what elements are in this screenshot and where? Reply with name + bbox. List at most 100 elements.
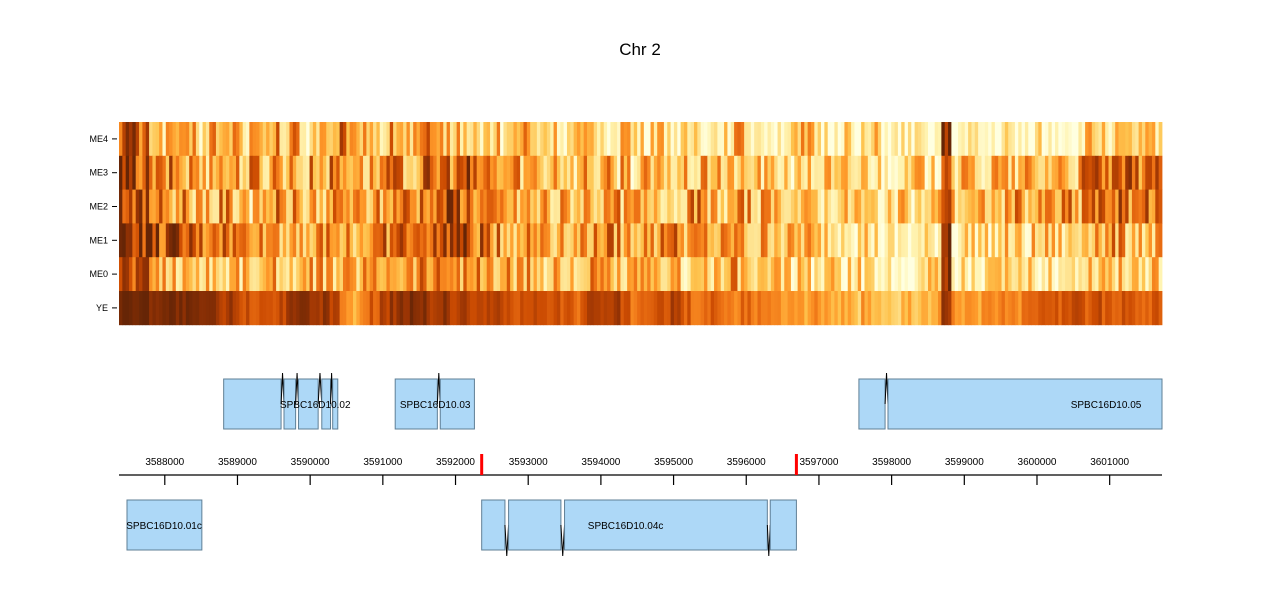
heatmap-cell [459,223,464,258]
heatmap-cell [560,122,565,157]
heatmap-cell [623,257,628,292]
heatmap-cell [533,189,538,224]
heatmap-cell [884,155,889,190]
heatmap-cell [433,122,437,157]
heatmap-cell [934,122,939,157]
heatmap-cell [302,189,307,224]
heatmap-cell [189,189,193,224]
heatmap-cell [363,223,367,258]
heatmap-cell [1131,223,1136,258]
heatmap-cell [523,257,528,292]
exon [126,499,203,551]
heatmap-cell [650,291,655,326]
heatmap-cell [884,223,889,258]
heatmap-cell [600,122,605,157]
heatmap-cell [309,257,314,292]
heatmap-cell [857,155,862,190]
heatmap-cell [610,155,615,190]
heatmap-cell [483,189,488,224]
heatmap-cell [861,122,865,157]
heatmap-cell [1068,291,1073,326]
heatmap-cell [222,291,227,326]
heatmap-cell [142,122,147,157]
heatmap-cell [620,223,625,258]
heatmap-cell [978,223,982,258]
heatmap-cell [894,122,899,157]
heatmap-cell [667,291,671,326]
heatmap-cell [480,189,484,224]
heatmap-cell [871,189,875,224]
heatmap-cell [687,122,692,157]
heatmap-cell [670,223,675,258]
heatmap-cell [797,291,802,326]
heatmap-cell [269,155,274,190]
heatmap-cell [376,223,381,258]
heatmap-cell [683,189,688,224]
heatmap-cell [687,223,692,258]
heatmap-cell [737,257,742,292]
heatmap-cell [787,122,792,157]
heatmap-cell [800,122,805,157]
heatmap-cell [1078,291,1083,326]
heatmap-cell [225,189,230,224]
heatmap-cell [416,122,421,157]
heatmap-cell [784,122,788,157]
heatmap-cell [316,189,320,224]
heatmap-cell [1131,189,1136,224]
heatmap-cell [587,291,591,326]
heatmap-cell [152,189,157,224]
heatmap-cell [1048,257,1053,292]
heatmap-cell [322,257,327,292]
axis-tick-label: 3601000 [1090,457,1129,468]
heatmap-cell [540,122,544,157]
heatmap-cell [887,122,892,157]
heatmap-cell [199,122,203,157]
heatmap-cell [924,257,929,292]
heatmap-cell [1155,223,1160,258]
heatmap-cell [520,291,524,326]
heatmap-cell [399,257,404,292]
heatmap-cell [653,291,658,326]
heatmap-cell [640,122,645,157]
heatmap-cell [734,223,738,258]
heatmap-cell [556,223,561,258]
heatmap-cell [550,257,554,292]
heatmap-cell [1051,189,1056,224]
heatmap-cell [165,155,170,190]
heatmap-cell [857,122,862,157]
heatmap-cell [610,223,615,258]
heatmap-cell [396,223,401,258]
heatmap-cell [490,291,494,326]
heatmap-cell [1041,223,1046,258]
heatmap-cell [349,291,354,326]
heatmap-cell [125,155,130,190]
heatmap-cell [744,223,748,258]
heatmap-cell [436,122,441,157]
heatmap-cell [322,122,327,157]
heatmap-cell [891,223,895,258]
heatmap-cell [1111,291,1116,326]
heatmap-cell [389,257,394,292]
heatmap-cell [867,155,872,190]
heatmap-cell [580,257,585,292]
heatmap-cell [867,291,872,326]
heatmap-cell [603,155,608,190]
heatmap-cell [877,122,882,157]
heatmap-cell [560,291,565,326]
heatmap-cell [1048,155,1053,190]
heatmap-cell [760,223,765,258]
heatmap-cell [356,223,361,258]
heatmap-cell [610,291,615,326]
heatmap-cell [854,155,859,190]
heatmap-cell [944,257,949,292]
heatmap-cell [446,122,451,157]
heatmap-cell [125,223,130,258]
heatmap-cell [570,122,575,157]
heatmap-cell [1028,122,1033,157]
heatmap-cell [690,223,695,258]
heatmap-cell [924,122,929,157]
heatmap-cell [630,223,635,258]
heatmap-cell [366,122,371,157]
heatmap-cell [921,155,926,190]
heatmap-cell [981,189,986,224]
